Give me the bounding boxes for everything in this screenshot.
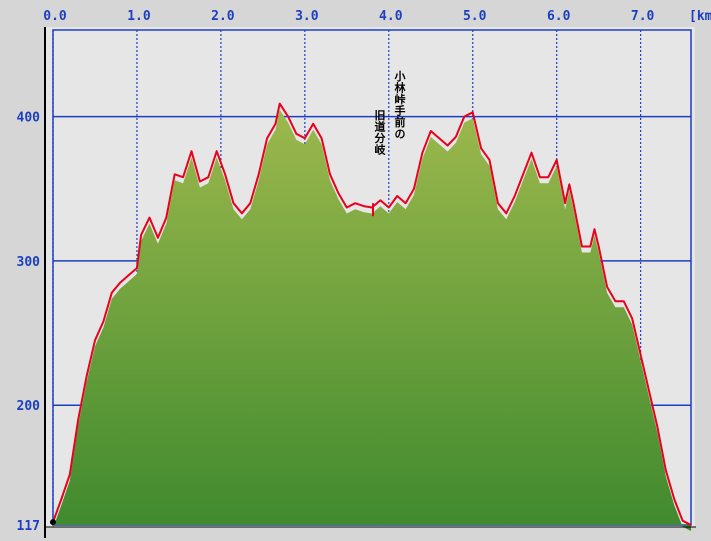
y-tick-label: 400: [17, 111, 41, 126]
annotation-text-col1: 小林峠手前の: [394, 69, 406, 141]
x-tick-label: 3.0: [295, 9, 319, 24]
x-tick-label: 5.0: [463, 9, 487, 24]
x-tick-label: 1.0: [127, 9, 151, 24]
x-tick-label: 7.0: [631, 9, 655, 24]
y-tick-label: 200: [17, 399, 41, 414]
start-marker: [50, 519, 56, 526]
x-tick-label: 2.0: [211, 9, 235, 24]
elevation-line: [52, 102, 692, 526]
annotation-text-col2: 旧道分岐: [375, 109, 387, 157]
x-tick-label: 4.0: [379, 9, 403, 24]
y-tick-label: 117: [17, 519, 40, 534]
y-tick-label: 300: [17, 255, 41, 270]
elevation-area: [53, 109, 691, 531]
x-tick-label: 6.0: [547, 9, 571, 24]
x-unit-label: [km]: [689, 9, 711, 24]
x-tick-label: 0.0: [43, 9, 67, 24]
